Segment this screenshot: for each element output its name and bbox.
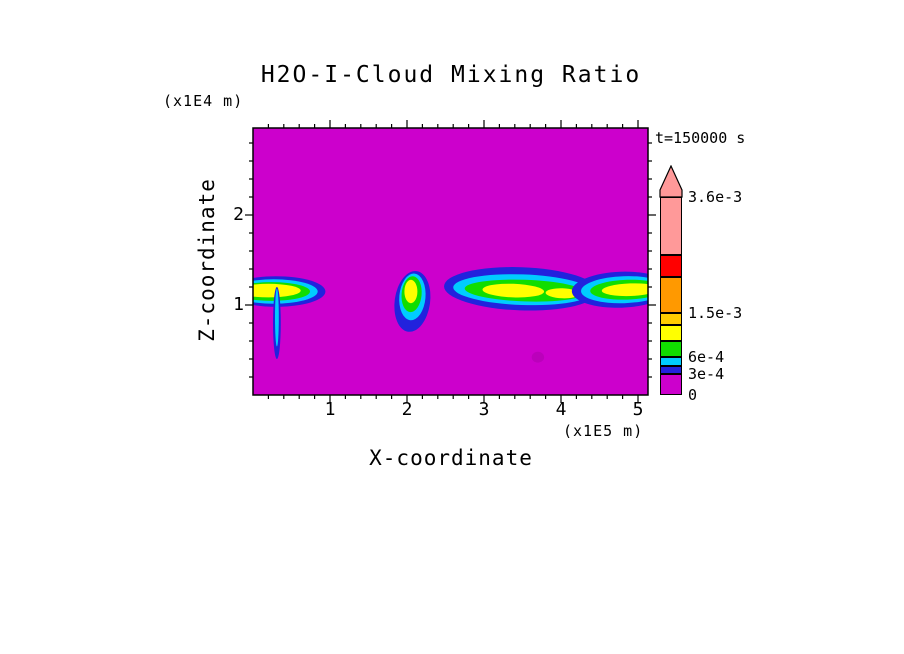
colorbar-segment-8 — [660, 197, 682, 255]
heatmap-field — [253, 128, 648, 395]
colorbar-segment-2 — [660, 357, 682, 366]
colorbar-segment-4 — [660, 325, 682, 341]
z-tick-label: 2 — [233, 204, 244, 225]
x-tick-label: 4 — [555, 399, 567, 420]
colorbar-label: 3e-4 — [688, 365, 725, 383]
colorbar-overflow-arrow — [659, 165, 683, 198]
field-background — [253, 128, 648, 395]
contour-yellow — [482, 283, 545, 298]
x-axis-title: X-coordinate — [369, 446, 533, 470]
colorbar-label: 3.6e-3 — [688, 188, 743, 206]
contour-yellow — [545, 288, 580, 299]
x-tick-label: 5 — [632, 399, 644, 420]
z-axis-title: Z-coordinate — [195, 178, 219, 342]
feature-left-fallstreak — [273, 287, 281, 359]
feature-faint-spot — [531, 351, 545, 363]
contour-yellow — [601, 283, 648, 297]
feature-right-cloud-band — [571, 271, 648, 308]
colorbar-segment-0 — [660, 374, 682, 395]
feature-main-cloud-band — [444, 267, 598, 311]
plot-frame — [252, 127, 649, 396]
colorbar-segment-5 — [660, 313, 682, 325]
time-annotation: t=150000 s — [655, 129, 746, 147]
arrow-shape — [659, 165, 683, 198]
colorbar-segment-7 — [660, 255, 682, 277]
contour-dim — [531, 351, 545, 363]
chart-title: H2O-I-Cloud Mixing Ratio — [260, 62, 642, 88]
colorbar-label: 6e-4 — [688, 348, 725, 366]
contour-yellow — [404, 279, 418, 304]
x-tick-label: 3 — [478, 399, 490, 420]
x-axis-unit-label: (x1E5 m) — [563, 422, 644, 440]
colorbar-segment-1 — [660, 366, 682, 374]
z-tick-label: 1 — [233, 294, 244, 315]
colorbar-label: 1.5e-3 — [688, 304, 743, 322]
x-tick-label: 2 — [401, 399, 413, 420]
colorbar-segment-6 — [660, 277, 682, 313]
z-axis-unit-label: (x1E4 m) — [163, 92, 244, 110]
contour-yellow — [253, 283, 301, 298]
contour-cyan — [275, 288, 279, 347]
feature-center-cloud — [394, 270, 431, 332]
colorbar-segment-3 — [660, 341, 682, 357]
x-tick-label: 1 — [324, 399, 336, 420]
colorbar-label: 0 — [688, 386, 698, 404]
